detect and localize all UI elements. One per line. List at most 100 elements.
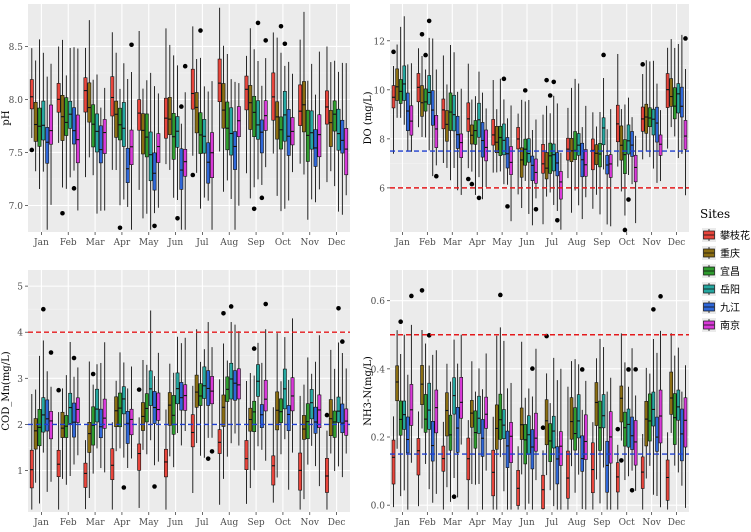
box-jul-site-4 xyxy=(551,357,556,507)
box-dec-site-5 xyxy=(680,391,684,486)
box-body xyxy=(282,91,287,142)
box-body xyxy=(473,120,478,145)
box-sep-site-2 xyxy=(248,373,253,489)
box-apr-site-1 xyxy=(466,420,471,510)
box-dec-site-2 xyxy=(669,39,673,128)
box-apr-site-2 xyxy=(469,99,475,187)
box-jul-site-3 xyxy=(198,361,203,456)
x-tick-label-feb: Feb xyxy=(60,518,77,528)
box-may-site-5 xyxy=(505,388,510,510)
box-body xyxy=(434,389,439,434)
x-tick-label-jan: Jan xyxy=(33,238,49,248)
box-apr-site-6 xyxy=(484,108,488,188)
box-jul-site-1 xyxy=(190,385,195,494)
box-dec-site-3 xyxy=(332,60,337,187)
outlier-point xyxy=(544,77,549,83)
box-body xyxy=(29,79,34,110)
box-jun-site-6 xyxy=(182,63,188,230)
box-body xyxy=(91,104,96,148)
box-jul-site-5 xyxy=(205,322,211,461)
box-body xyxy=(491,449,495,497)
box-apr-site-1 xyxy=(110,32,115,170)
box-mar-site-5 xyxy=(98,107,103,211)
y-tick-label: 8 xyxy=(379,135,385,145)
box-oct-site-4 xyxy=(282,41,288,209)
panel-nh3: 0.0 0.2 0.4 0.6 Jan Feb Mar Apr May Jun Jul Aug Sep O… xyxy=(363,270,689,528)
box-oct-site-3 xyxy=(622,104,628,233)
panel-background-cod xyxy=(28,270,350,512)
box-aug-site-5 xyxy=(233,324,237,434)
box-body xyxy=(594,382,599,426)
box-sep-site-2 xyxy=(248,28,253,199)
box-body xyxy=(427,382,431,430)
box-body xyxy=(669,371,673,415)
box-body xyxy=(395,68,399,101)
box-dec-site-6 xyxy=(344,368,349,454)
box-body xyxy=(523,138,528,166)
box-body xyxy=(648,107,652,128)
box-mar-site-2 xyxy=(87,20,92,158)
box-apr-site-6 xyxy=(129,42,134,230)
box-aug-site-4 xyxy=(576,364,581,475)
box-oct-site-2 xyxy=(275,333,280,478)
box-body xyxy=(420,365,424,405)
box-dec-site-6 xyxy=(683,36,688,196)
box-body xyxy=(87,82,92,123)
outlier-point xyxy=(601,52,606,58)
box-jan-site-5 xyxy=(45,76,50,230)
outlier-point xyxy=(182,63,188,69)
box-body xyxy=(519,147,524,178)
outlier-point xyxy=(90,371,96,377)
box-oct-site-1 xyxy=(271,407,276,503)
box-oct-site-5 xyxy=(286,379,291,490)
x-tick-label-nov: Nov xyxy=(301,238,320,248)
box-body xyxy=(470,400,474,428)
box-body xyxy=(129,408,134,436)
box-mar-site-6 xyxy=(459,88,464,195)
outlier-point xyxy=(619,458,624,463)
box-body xyxy=(452,94,456,132)
box-body xyxy=(630,416,634,450)
box-dec-site-4 xyxy=(676,44,681,159)
box-body xyxy=(648,393,652,442)
box-body xyxy=(455,115,460,149)
legend-label: 宜昌 xyxy=(720,265,740,278)
box-apr-site-5 xyxy=(125,388,130,469)
box-jul-site-2 xyxy=(544,333,549,476)
box-body xyxy=(83,462,88,488)
box-nov-site-6 xyxy=(658,110,663,182)
box-mar-site-6 xyxy=(102,342,107,473)
box-body xyxy=(202,366,207,399)
box-oct-site-3 xyxy=(278,23,284,212)
box-may-site-4 xyxy=(148,72,153,230)
box-oct-site-2 xyxy=(275,37,280,196)
box-body xyxy=(121,102,126,147)
box-aug-site-6 xyxy=(236,331,241,446)
box-body xyxy=(569,397,574,440)
box-may-site-2 xyxy=(494,335,499,510)
box-body xyxy=(519,407,524,440)
x-tick-label-jul: Jul xyxy=(195,518,208,528)
x-tick-label-jul: Jul xyxy=(195,238,208,248)
x-tick-label-aug: Aug xyxy=(567,238,586,248)
outlier-point xyxy=(629,487,635,493)
box-body xyxy=(190,414,195,448)
x-tick-label-sep: Sep xyxy=(247,238,264,248)
box-body xyxy=(430,90,435,126)
box-body xyxy=(591,442,595,494)
box-body xyxy=(498,125,503,156)
box-body xyxy=(210,376,214,405)
box-may-site-1 xyxy=(491,416,495,510)
x-tick-label-jan: Jan xyxy=(394,238,410,248)
box-jun-site-2 xyxy=(519,99,524,209)
box-mar-site-4 xyxy=(95,364,99,449)
box-sep-site-4 xyxy=(255,20,261,180)
box-body xyxy=(317,114,322,158)
outlier-point xyxy=(259,195,265,201)
y-tick-label: 10 xyxy=(374,86,386,96)
box-jun-site-2 xyxy=(519,341,524,475)
box-body xyxy=(340,403,345,434)
outlier-point xyxy=(658,294,663,299)
box-jul-site-4 xyxy=(202,349,207,458)
